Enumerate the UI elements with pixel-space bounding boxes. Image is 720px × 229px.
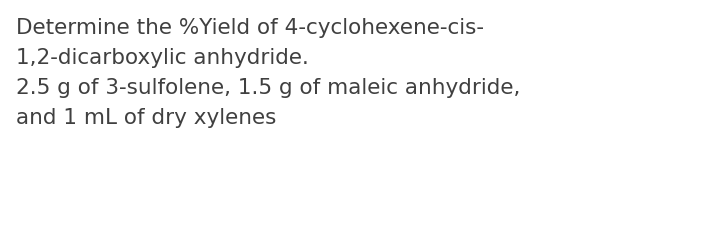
Text: 2.5 g of 3-sulfolene, 1.5 g of maleic anhydride,: 2.5 g of 3-sulfolene, 1.5 g of maleic an… [16,78,521,98]
Text: and 1 mL of dry xylenes: and 1 mL of dry xylenes [16,108,276,128]
Text: Determine the %Yield of 4-cyclohexene-cis-: Determine the %Yield of 4-cyclohexene-ci… [16,18,484,38]
Text: 1,2-dicarboxylic anhydride.: 1,2-dicarboxylic anhydride. [16,48,309,68]
